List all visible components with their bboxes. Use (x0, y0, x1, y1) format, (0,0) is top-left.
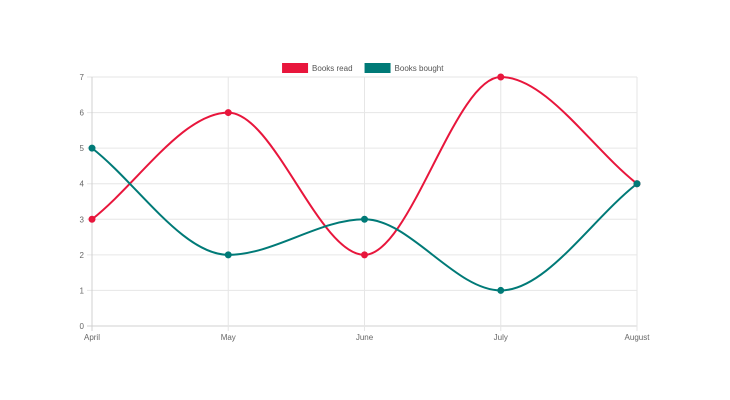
legend-item[interactable]: Books read (282, 63, 353, 73)
legend-label: Books bought (395, 64, 445, 73)
legend-label: Books read (312, 64, 352, 73)
x-tick-label: June (356, 333, 374, 342)
grid (87, 76, 638, 331)
legend-swatch (282, 63, 309, 73)
y-tick-label: 4 (80, 180, 85, 189)
x-tick-label: May (221, 333, 236, 342)
y-tick-label: 6 (80, 109, 85, 118)
legend-swatch (364, 63, 391, 73)
data-point[interactable] (224, 109, 232, 117)
axes: 0 1 2 3 4 5 6 7 April May June July August (80, 73, 651, 342)
y-tick-label: 1 (80, 286, 85, 295)
x-tick-label: April (84, 333, 100, 342)
y-tick-label: 3 (80, 215, 85, 224)
data-points (88, 73, 641, 294)
y-tick-label: 7 (80, 73, 85, 82)
x-tick-label: August (625, 333, 651, 342)
data-point[interactable] (361, 251, 368, 259)
legend-item[interactable]: Books bought (364, 63, 445, 73)
data-point[interactable] (361, 215, 368, 223)
y-tick-label: 0 (80, 322, 85, 331)
y-tick-label: 5 (80, 144, 85, 153)
data-point[interactable] (497, 286, 505, 294)
y-tick-label: 2 (80, 251, 85, 260)
data-point[interactable] (224, 251, 232, 259)
data-point[interactable] (633, 180, 641, 188)
legend[interactable]: Books read Books bought (282, 63, 444, 73)
data-point[interactable] (88, 144, 96, 152)
data-point[interactable] (88, 215, 96, 223)
data-point[interactable] (497, 73, 505, 81)
x-tick-label: July (494, 333, 508, 342)
